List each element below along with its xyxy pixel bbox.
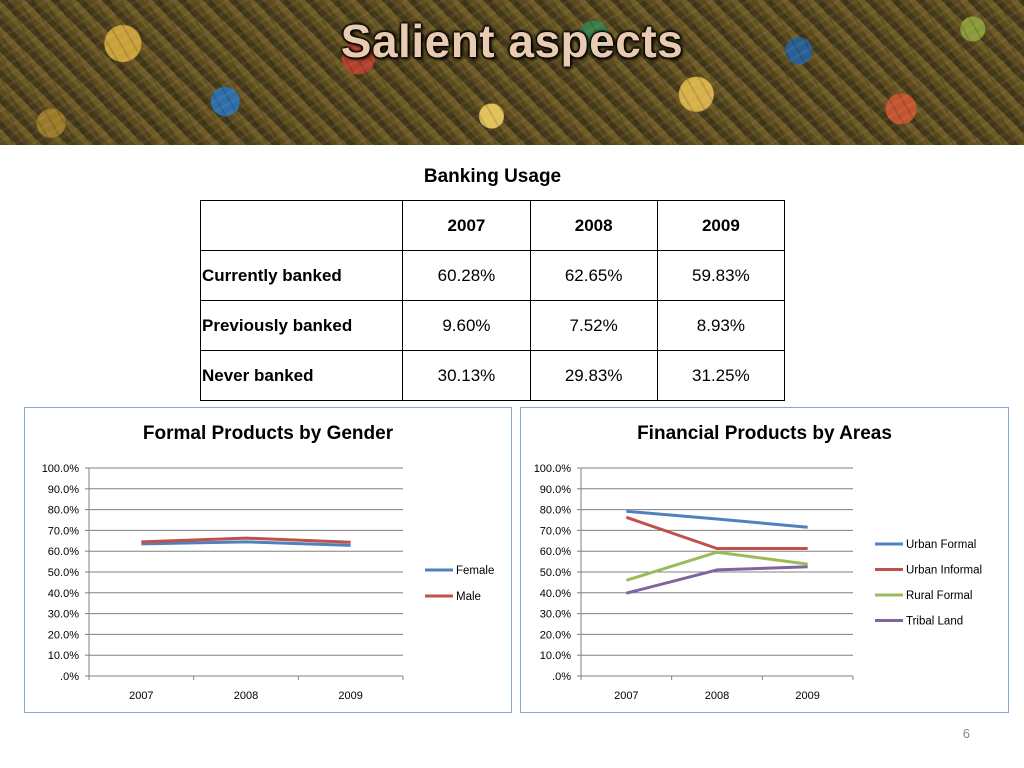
table-cell: 29.83%	[529, 350, 658, 401]
slide-title: Salient aspects	[340, 15, 684, 67]
legend-label: Male	[456, 591, 481, 603]
row-label: Currently banked	[199, 250, 404, 301]
table-cell: 9.60%	[402, 300, 531, 351]
row-label: Previously banked	[199, 300, 404, 351]
series-line-urban-informal	[625, 515, 808, 550]
x-tick-label: 2008	[234, 690, 258, 702]
y-tick-label: 40.0%	[540, 588, 571, 600]
table-row: Previously banked 9.60% 7.52% 8.93%	[199, 300, 786, 351]
table-cell: 59.83%	[656, 250, 786, 301]
banner-divider	[0, 145, 1024, 148]
table-cell: 30.13%	[402, 350, 531, 401]
table-cell: 31.25%	[656, 350, 786, 401]
legend-label: Rural Formal	[906, 590, 972, 602]
table-header-cell	[199, 200, 404, 251]
y-tick-label: .0%	[552, 671, 571, 683]
table-cell: 62.65%	[529, 250, 658, 301]
x-tick-label: 2009	[338, 690, 362, 702]
y-tick-label: 100.0%	[42, 463, 80, 475]
banking-table-title: Banking Usage	[423, 166, 562, 187]
y-tick-label: 60.0%	[48, 546, 79, 558]
table-cell: 7.52%	[529, 300, 658, 351]
areas-line-chart: .0% 10.0% 20.0% 30.0% 40.0% 50.0% 60.0% 70.0% 80…	[534, 463, 982, 702]
legend-label: Tribal Land	[906, 616, 963, 628]
y-tick-label: 100.0%	[534, 463, 572, 475]
y-tick-label: 50.0%	[540, 567, 571, 579]
chart-title: Formal Products by Gender	[142, 423, 394, 444]
table-cell: 60.28%	[402, 250, 531, 301]
y-tick-label: 50.0%	[48, 567, 79, 579]
y-tick-label: 70.0%	[540, 525, 571, 537]
chart-title: Financial Products by Areas	[637, 423, 892, 444]
y-tick-label: 20.0%	[540, 629, 571, 641]
y-tick-label: 30.0%	[540, 609, 571, 621]
y-tick-label: 20.0%	[48, 629, 79, 641]
y-tick-label: 10.0%	[540, 650, 571, 662]
y-tick-label: 80.0%	[540, 505, 571, 517]
page-number: 6	[962, 726, 970, 741]
y-tick-label: 80.0%	[48, 505, 79, 517]
table-header-cell: 2008	[529, 200, 658, 251]
row-label: Never banked	[199, 350, 404, 401]
y-tick-label: 30.0%	[48, 609, 79, 621]
y-tick-label: 90.0%	[48, 484, 79, 496]
series-line-tribal-land	[625, 565, 808, 595]
banner-artwork	[0, 0, 1024, 145]
table-cell: 8.93%	[656, 300, 786, 351]
legend-label: Urban Informal	[906, 565, 982, 577]
series-line-rural-formal	[625, 550, 808, 582]
y-tick-label: 70.0%	[48, 525, 79, 537]
x-tick-label: 2009	[795, 690, 819, 702]
gender-line-chart: .0% 10.0% 20.0% 30.0% 40.0% 50.0% 60.0% 70.0% 80…	[42, 463, 495, 702]
areas-chart-panel: Financial Products by Areas .0% 10.0% 20.0…	[520, 407, 1009, 713]
series-line-urban-formal	[626, 509, 808, 529]
x-tick-label: 2008	[705, 690, 729, 702]
x-tick-label: 2007	[614, 690, 638, 702]
series-line-female	[141, 540, 351, 547]
gender-chart-panel: Formal Products by Gender .0% 10.0% 20.0% 3…	[24, 407, 512, 713]
banking-usage-table: 2007 2008 2009 Currently banked 60.28% 6…	[199, 200, 786, 401]
y-tick-label: 10.0%	[48, 650, 79, 662]
header-banner: Salient aspects	[0, 0, 1024, 145]
y-tick-label: 60.0%	[540, 546, 571, 558]
legend-label: Urban Formal	[906, 539, 976, 551]
table-header-row: 2007 2008 2009	[199, 200, 786, 251]
series-line-male	[141, 536, 351, 544]
table-header-cell: 2009	[656, 200, 786, 251]
x-tick-label: 2007	[129, 690, 153, 702]
table-row: Currently banked 60.28% 62.65% 59.83%	[199, 250, 786, 301]
table-row: Never banked 30.13% 29.83% 31.25%	[199, 350, 786, 401]
table-header-cell: 2007	[402, 200, 531, 251]
y-tick-label: .0%	[60, 671, 79, 683]
y-tick-label: 90.0%	[540, 484, 571, 496]
y-tick-label: 40.0%	[48, 588, 79, 600]
legend-label: Female	[456, 565, 494, 577]
